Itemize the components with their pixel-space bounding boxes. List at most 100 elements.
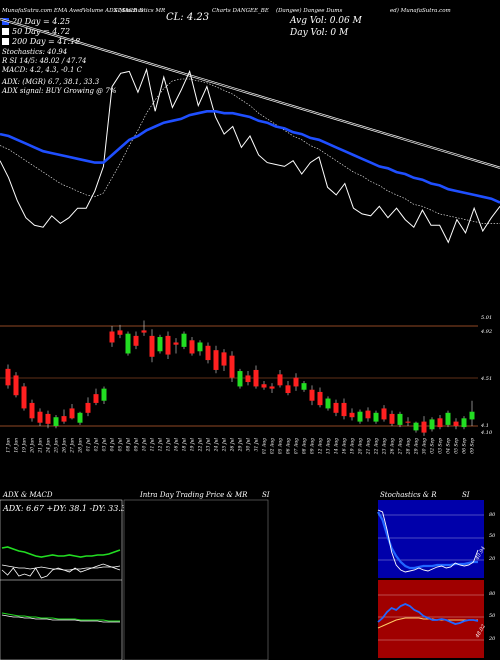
- x-tick-label: 26 Jul: [230, 437, 236, 452]
- x-tick-label: 21 Jun: [38, 438, 44, 454]
- price-label-5: 4.10: [480, 430, 493, 436]
- rsi-axis-50: 50: [489, 613, 496, 619]
- x-tick-label: 29 Aug: [414, 438, 420, 455]
- intraday-panel: Intra Day Trading Price & MR SI: [123, 491, 270, 660]
- header-right: Charts DANGEE_BE: [212, 8, 269, 14]
- x-tick-label: 06 Sep: [462, 438, 468, 454]
- legend-200: 200 Day = 41.18: [11, 37, 80, 46]
- candle-body: [85, 402, 91, 413]
- candle-body: [365, 410, 371, 419]
- x-tick-label: 19 Aug: [350, 438, 356, 454]
- candle-body: [253, 369, 259, 387]
- rsi-signal-line: [377, 617, 478, 629]
- x-tick-label: 18 Jun: [14, 438, 20, 453]
- x-tick-label: 29 Jul: [238, 437, 244, 452]
- candle-body: [277, 374, 283, 386]
- candle-body: [109, 331, 115, 343]
- candle-body: [301, 383, 307, 390]
- macd-line: [1, 614, 120, 623]
- ema200-line-inner: [0, 18, 500, 169]
- x-axis-labels: 17 Jun 18 Jun 19 Jun 20 Jun 21 Jun 24 Jun 25 J…: [6, 437, 476, 455]
- candle-body: [405, 421, 411, 423]
- candle-body: [101, 388, 107, 401]
- candle-body: [461, 418, 467, 428]
- candle-body: [269, 386, 275, 389]
- candle-body: [141, 330, 147, 333]
- x-tick-label: 31 Jul: [254, 437, 260, 451]
- candle-body: [437, 418, 443, 428]
- intraday-si: SI: [262, 491, 270, 499]
- x-tick-label: 09 Jul: [134, 437, 140, 451]
- day-volume: Day Vol: 0 M: [289, 28, 349, 38]
- x-tick-label: 05 Sep: [454, 438, 460, 454]
- x-tick-label: 04 Sep: [446, 438, 452, 454]
- x-tick-label: 15 Jul: [166, 437, 172, 451]
- header-end: ed) MunafaSutra.com: [390, 7, 451, 14]
- close-line: [0, 67, 500, 244]
- candle-body: [237, 371, 243, 387]
- header-far: (Dangee) Dangee Dums: [276, 7, 342, 14]
- candle-body: [325, 398, 331, 409]
- candle-body: [389, 413, 395, 424]
- x-tick-label: 19 Jul: [190, 437, 196, 451]
- x-tick-label: 27 Aug: [398, 438, 404, 455]
- header-mid: SI,Stochastics MR: [114, 8, 165, 14]
- candle-body: [205, 345, 211, 361]
- stochastics-panel: Stochastics & R SI 80 50 20 80 50 20 40.…: [377, 491, 496, 658]
- x-tick-label: 07 Aug: [294, 438, 300, 454]
- stoch-k-line: [377, 509, 479, 573]
- x-tick-label: 03 Jul: [102, 437, 108, 451]
- adx-text: ADX: (MGR) 6.7, 38.1, 33.3: [1, 78, 100, 86]
- x-tick-label: 22 Jul: [198, 437, 204, 452]
- rsi-axis-20: 20: [488, 636, 496, 642]
- header: MunafaSutra.com EMA AvedVolume ADX MACD …: [1, 7, 451, 38]
- candle-body: [413, 422, 419, 431]
- x-tick-label: 13 Aug: [326, 438, 332, 454]
- candle-body: [221, 352, 227, 366]
- price-label-2: 4.92: [480, 329, 492, 335]
- stoch-axis-80: 80: [489, 512, 496, 518]
- x-tick-label: 12 Jul: [158, 437, 164, 451]
- x-tick-label: 23 Aug: [382, 438, 388, 455]
- rsi-line: [377, 603, 479, 625]
- candle-body: [421, 421, 427, 433]
- candle-body: [197, 342, 203, 352]
- candle-body: [133, 335, 139, 346]
- candle-body: [381, 408, 387, 420]
- adx-minus-di: [1, 563, 121, 579]
- x-tick-label: 26 Aug: [390, 438, 396, 455]
- candle-body: [149, 335, 155, 357]
- x-tick-label: 19 Jun: [22, 438, 28, 453]
- ema20-line: [0, 110, 500, 204]
- x-tick-label: 27 Jun: [70, 438, 76, 454]
- candle-body: [245, 375, 251, 383]
- candle-body: [181, 333, 187, 347]
- x-tick-label: 04 Jul: [110, 437, 116, 451]
- x-tick-label: 20 Jun: [30, 438, 36, 454]
- candlesticks: [5, 320, 475, 436]
- x-tick-label: 16 Aug: [342, 438, 348, 454]
- candle-body: [317, 391, 323, 406]
- candle-body: [165, 335, 171, 355]
- price-label-4: 4.1: [480, 423, 489, 429]
- candle-body: [173, 342, 179, 345]
- x-tick-label: 30 Jul: [246, 437, 252, 451]
- rsi-text: R SI 14/5: 48.02 / 47.74: [1, 57, 86, 65]
- adx-plus-di: [1, 564, 121, 571]
- candle-body: [445, 412, 451, 425]
- x-tick-label: 10 Jul: [142, 437, 148, 451]
- candle-body: [293, 377, 299, 387]
- stoch-axis-50: 50: [489, 533, 496, 539]
- candle-body: [61, 416, 67, 422]
- candle-body: [429, 419, 435, 430]
- x-tick-label: 05 Jul: [118, 437, 124, 451]
- x-tick-label: 25 Jun: [54, 438, 60, 454]
- stochastics-text: Stochastics: 40.94: [2, 48, 67, 56]
- candle-body: [189, 340, 195, 354]
- x-tick-label: 01 Jul: [86, 437, 92, 451]
- candle-body: [117, 330, 123, 335]
- candle-body: [357, 411, 363, 422]
- stoch-lines: [377, 509, 479, 629]
- stoch-si: SI: [462, 491, 470, 499]
